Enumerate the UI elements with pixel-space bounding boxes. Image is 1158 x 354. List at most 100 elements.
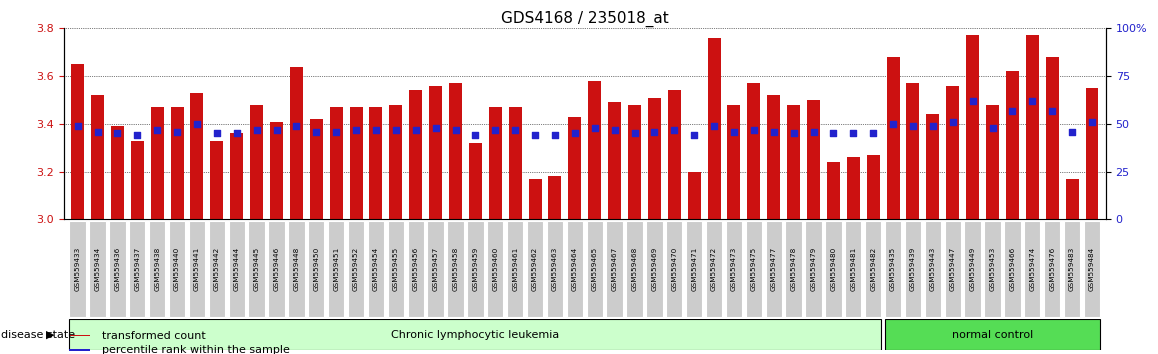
Bar <box>628 105 642 219</box>
Text: GSM559465: GSM559465 <box>592 247 598 291</box>
Bar <box>1046 57 1058 219</box>
Point <box>406 127 425 132</box>
Point <box>307 129 325 135</box>
Point <box>764 129 783 135</box>
Bar <box>785 222 801 316</box>
Bar <box>727 105 740 219</box>
Text: GSM559433: GSM559433 <box>74 247 81 291</box>
Bar <box>69 335 90 336</box>
Bar <box>328 222 344 316</box>
Bar <box>388 222 404 316</box>
Bar <box>89 222 105 316</box>
Text: GSM559477: GSM559477 <box>771 247 777 291</box>
Bar <box>211 141 223 219</box>
Bar <box>588 81 601 219</box>
Point <box>327 129 345 135</box>
Point <box>129 132 147 138</box>
Bar <box>747 83 761 219</box>
Bar <box>290 67 303 219</box>
Bar <box>1024 222 1040 316</box>
Text: GSM559475: GSM559475 <box>750 247 757 291</box>
Text: GSM559454: GSM559454 <box>373 247 379 291</box>
Bar <box>866 155 880 219</box>
Bar <box>726 222 742 316</box>
Bar <box>666 222 682 316</box>
Point <box>824 131 843 136</box>
Text: GSM559458: GSM559458 <box>453 247 459 291</box>
Bar <box>688 172 701 219</box>
Text: GSM559442: GSM559442 <box>214 247 220 291</box>
Bar <box>330 107 343 219</box>
Bar <box>846 158 859 219</box>
Point <box>346 127 365 132</box>
Bar <box>408 222 424 316</box>
Bar <box>170 107 183 219</box>
Bar <box>109 222 125 316</box>
Text: GSM559478: GSM559478 <box>791 247 797 291</box>
Text: GSM559434: GSM559434 <box>95 247 101 291</box>
Point <box>168 129 186 135</box>
Point <box>645 129 664 135</box>
Point <box>1003 108 1021 113</box>
Bar <box>69 222 86 316</box>
Bar <box>270 121 283 219</box>
Bar <box>308 222 324 316</box>
Point <box>267 127 286 132</box>
Text: GSM559441: GSM559441 <box>193 247 200 291</box>
Text: GSM559474: GSM559474 <box>1029 247 1035 291</box>
Point <box>526 132 544 138</box>
Bar <box>865 222 881 316</box>
Text: GSM559480: GSM559480 <box>830 247 836 291</box>
Bar <box>787 105 800 219</box>
Point <box>486 127 505 132</box>
Bar <box>765 222 782 316</box>
Bar <box>1006 71 1019 219</box>
Bar <box>389 105 402 219</box>
Bar <box>547 222 563 316</box>
Text: GSM559469: GSM559469 <box>652 247 658 291</box>
Bar <box>686 222 703 316</box>
Point <box>884 121 902 127</box>
Point <box>625 131 644 136</box>
Title: GDS4168 / 235018_at: GDS4168 / 235018_at <box>501 11 668 27</box>
Point <box>426 125 445 131</box>
Text: GSM559437: GSM559437 <box>134 247 140 291</box>
Bar <box>469 143 482 219</box>
Bar <box>569 117 581 219</box>
Bar <box>1004 222 1020 316</box>
Text: GSM559457: GSM559457 <box>433 247 439 291</box>
Bar <box>646 222 662 316</box>
Text: GSM559455: GSM559455 <box>393 247 398 291</box>
Bar <box>845 222 862 316</box>
Point <box>1023 98 1041 104</box>
Bar <box>508 107 521 219</box>
Bar <box>904 222 921 316</box>
Point <box>924 123 943 129</box>
Bar <box>587 222 603 316</box>
Bar <box>827 162 840 219</box>
Bar <box>111 126 124 219</box>
Point <box>446 127 464 132</box>
Bar <box>1084 222 1100 316</box>
Text: GSM559471: GSM559471 <box>691 247 697 291</box>
Bar <box>91 95 104 219</box>
Text: GSM559438: GSM559438 <box>154 247 160 291</box>
Point <box>864 131 882 136</box>
Point <box>745 127 763 132</box>
Bar <box>648 98 661 219</box>
Bar <box>805 222 822 316</box>
Text: GSM559472: GSM559472 <box>711 247 717 291</box>
Bar <box>549 176 562 219</box>
Bar <box>826 222 842 316</box>
Point <box>287 123 306 129</box>
Bar <box>310 119 323 219</box>
Point <box>565 131 584 136</box>
Text: GSM559466: GSM559466 <box>1010 247 1016 291</box>
Point <box>586 125 604 131</box>
Bar <box>984 222 1001 316</box>
Point <box>506 127 525 132</box>
Text: GSM559443: GSM559443 <box>930 247 936 291</box>
Text: GSM559446: GSM559446 <box>273 247 279 291</box>
Text: GSM559448: GSM559448 <box>293 247 300 291</box>
Point <box>108 131 126 136</box>
